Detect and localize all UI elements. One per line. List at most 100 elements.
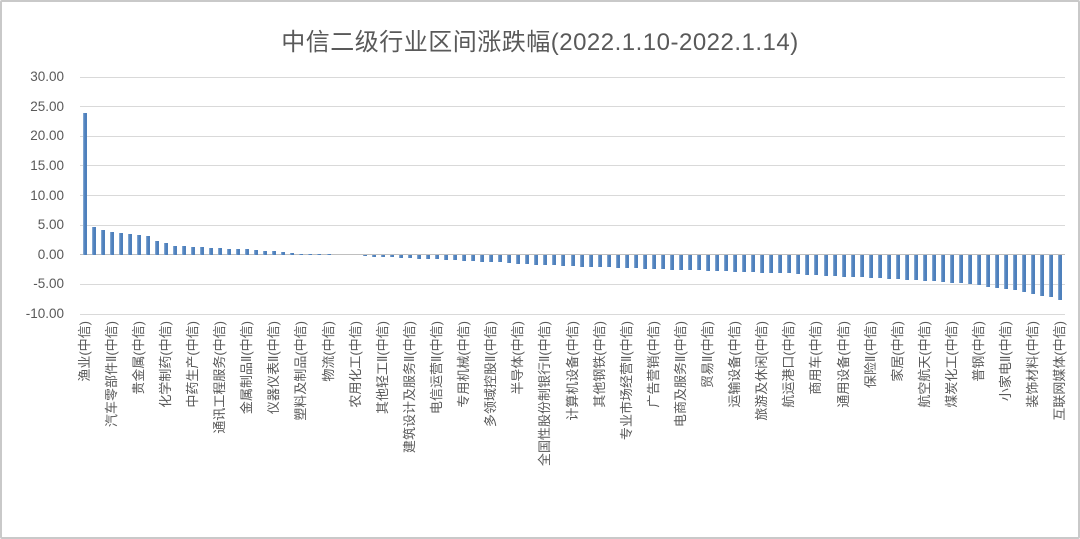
- bar: [145, 236, 150, 255]
- bar: [742, 254, 747, 272]
- bar: [588, 254, 593, 267]
- x-axis-category-label-text: 保险Ⅱ(中信): [862, 321, 878, 389]
- x-axis-category-label-text: 物流(中信): [320, 321, 336, 382]
- bar: [904, 254, 909, 280]
- x-axis-category-label-text: 渔业(中信): [76, 321, 92, 382]
- bar: [1031, 254, 1036, 294]
- bar: [543, 254, 548, 266]
- bar: [814, 254, 819, 276]
- bar: [633, 254, 638, 269]
- bar: [877, 254, 882, 279]
- x-axis-category-label-text: 其他钢铁(中信): [591, 321, 607, 408]
- bar: [525, 254, 530, 264]
- x-axis-category-label-text: 专业市场经营Ⅱ(中信): [618, 321, 634, 441]
- x-axis-category-label-text: 中药生产(中信): [184, 321, 200, 408]
- bar: [272, 251, 277, 255]
- bar: [1049, 254, 1054, 298]
- bar: [615, 254, 620, 268]
- bar: [769, 254, 774, 273]
- bar: [227, 248, 232, 255]
- bar: [344, 254, 349, 256]
- bar: [733, 254, 738, 272]
- gridline: [80, 313, 1065, 315]
- bar: [950, 254, 955, 283]
- bar: [841, 254, 846, 277]
- bar: [245, 249, 250, 255]
- bar: [706, 254, 711, 271]
- bar: [1013, 254, 1018, 291]
- x-axis-category-label-text: 普钢(中信): [971, 321, 987, 382]
- gridline: [80, 283, 1065, 285]
- bar: [82, 112, 87, 255]
- bar: [624, 254, 629, 269]
- x-axis-category-label-text: 小家电Ⅱ(中信): [998, 321, 1014, 402]
- bar: [118, 232, 123, 255]
- x-axis-category-label-text: 航运港口(中信): [781, 321, 797, 408]
- bar: [172, 245, 177, 255]
- x-axis-category-label-text: 商用车(中信): [808, 321, 824, 395]
- bar: [507, 254, 512, 264]
- x-axis-category-label-text: 半导体(中信): [510, 321, 526, 395]
- bar: [995, 254, 1000, 288]
- bar: [669, 254, 674, 270]
- x-axis-category-label-text: 通讯工程服务(中信): [212, 321, 228, 434]
- bar: [1004, 254, 1009, 290]
- bar: [597, 254, 602, 268]
- bar: [434, 254, 439, 260]
- x-axis-category-label-text: 电信运营Ⅱ(中信): [428, 321, 444, 415]
- bar: [977, 254, 982, 285]
- gridline: [80, 76, 1065, 78]
- bar: [308, 254, 313, 255]
- x-axis-category-label-text: 电商及服务Ⅱ(中信): [672, 321, 688, 428]
- x-axis-category-label-text: 塑料及制品(中信): [293, 321, 309, 421]
- bar: [778, 254, 783, 274]
- bar: [606, 254, 611, 268]
- y-axis-tick-label: 15.00: [30, 157, 64, 173]
- bar: [516, 254, 521, 264]
- x-axis-category-label-text: 计算机设备(中信): [564, 321, 580, 421]
- bar: [362, 254, 367, 256]
- bar: [534, 254, 539, 265]
- bar: [941, 254, 945, 282]
- gridline: [80, 106, 1065, 108]
- bar: [380, 254, 385, 257]
- bar: [886, 254, 891, 280]
- bar: [895, 254, 900, 280]
- bar: [642, 254, 647, 269]
- x-axis-category-label-text: 全国性股份制银行Ⅱ(中信): [537, 321, 553, 467]
- bar: [371, 254, 376, 257]
- bar: [91, 227, 96, 255]
- x-axis-category-label-text: 旅游及休闲(中信): [754, 321, 770, 421]
- bar: [154, 240, 159, 255]
- bar: [579, 254, 584, 267]
- bar: [480, 254, 485, 262]
- bar: [416, 254, 421, 259]
- bar: [570, 254, 575, 267]
- x-axis-category-label-text: 装饰材料(中信): [1025, 321, 1041, 408]
- bar: [489, 254, 494, 263]
- bar: [498, 254, 503, 263]
- bar: [796, 254, 801, 274]
- x-axis-category-label-text: 通用设备(中信): [835, 321, 851, 408]
- bar: [715, 254, 720, 272]
- x-axis-category-label-text: 贸易Ⅱ(中信): [700, 321, 716, 389]
- bar: [353, 254, 358, 256]
- x-axis-category-label-text: 仪器仪表Ⅱ(中信): [266, 321, 282, 415]
- bar: [931, 254, 936, 282]
- bar: [317, 254, 322, 255]
- x-axis-category-label-text: 化学制药(中信): [157, 321, 173, 408]
- y-axis-tick-label: -10.00: [25, 306, 64, 321]
- y-axis-tick-label: 10.00: [30, 187, 64, 203]
- bar: [922, 254, 927, 281]
- bar: [425, 254, 430, 259]
- bar: [859, 254, 864, 278]
- y-axis-tick-label: 30.00: [30, 69, 64, 84]
- gridline: [80, 135, 1065, 137]
- x-axis-category-label-text: 金属制品Ⅱ(中信): [239, 321, 255, 415]
- x-axis-category-label-text: 煤炭化工(中信): [944, 321, 960, 408]
- x-axis-category-label-text: 汽车零部件Ⅱ(中信): [103, 321, 119, 428]
- bar: [398, 254, 403, 258]
- bar: [1058, 254, 1063, 301]
- bar: [913, 254, 918, 281]
- bar: [697, 254, 701, 271]
